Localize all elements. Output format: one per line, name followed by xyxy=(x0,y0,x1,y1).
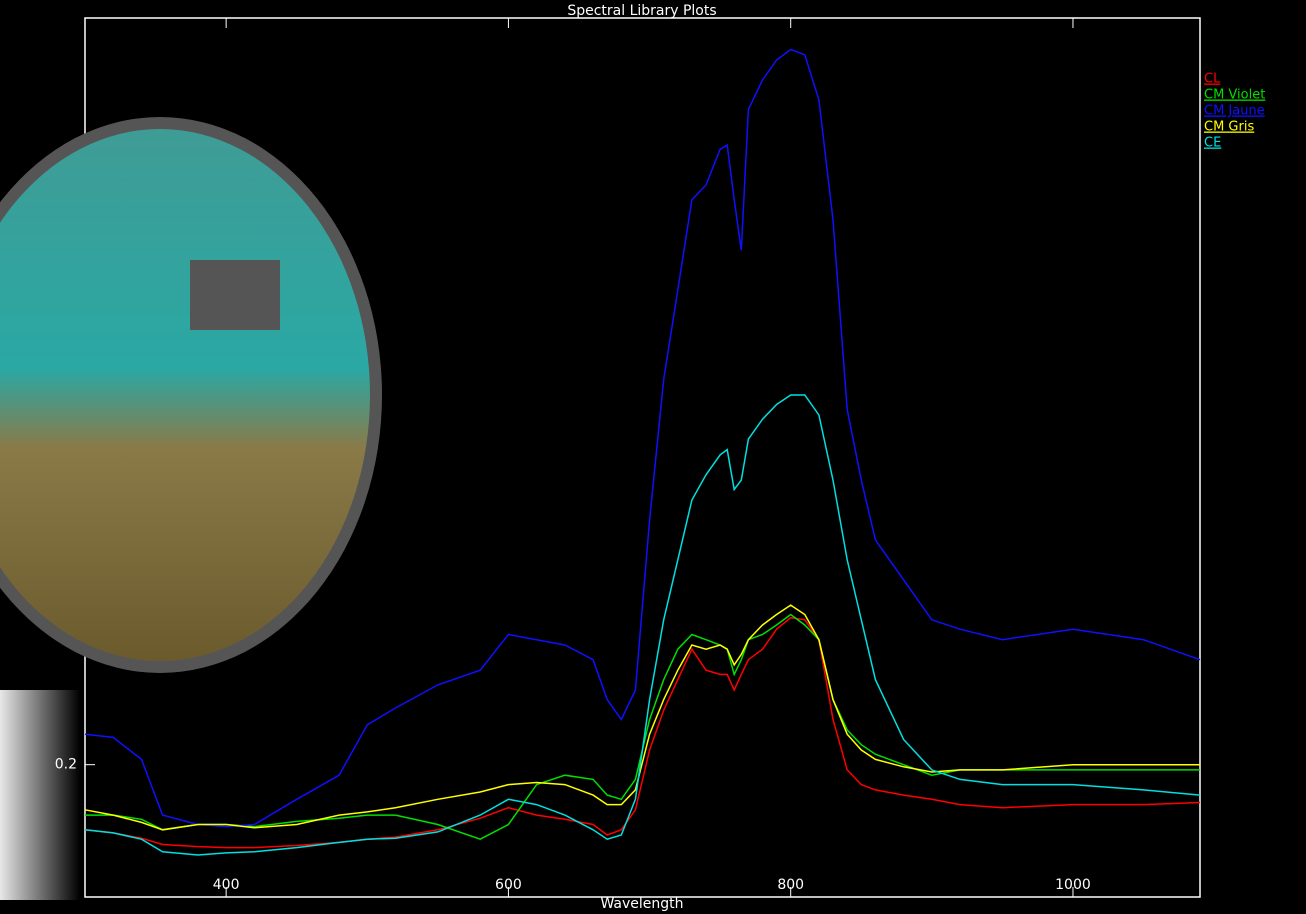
legend-entry: CM Violet xyxy=(1204,88,1265,103)
y-tick-label: 0.2 xyxy=(55,757,77,773)
legend-entry: CE xyxy=(1204,136,1221,151)
x-tick-label: 400 xyxy=(213,877,240,893)
legend-entry: CM Jaune xyxy=(1204,104,1265,119)
x-tick-label: 600 xyxy=(495,877,522,893)
series-line xyxy=(85,615,1200,840)
x-axis-label: Wavelength xyxy=(600,896,683,912)
chart-title: Spectral Library Plots xyxy=(567,3,716,19)
page: {"chart_data": { "type": "line", "title"… xyxy=(0,0,1306,914)
legend-entry: CM Gris xyxy=(1204,120,1254,135)
chart: Spectral Library Plots Wavelength CLCM V… xyxy=(0,0,1306,914)
photo-shadow xyxy=(0,690,80,900)
series-line xyxy=(85,618,1200,848)
legend-entry: CL xyxy=(1204,72,1221,87)
x-tick-label: 800 xyxy=(777,877,804,893)
photo-camera xyxy=(190,260,280,330)
x-tick-label: 1000 xyxy=(1055,877,1091,893)
